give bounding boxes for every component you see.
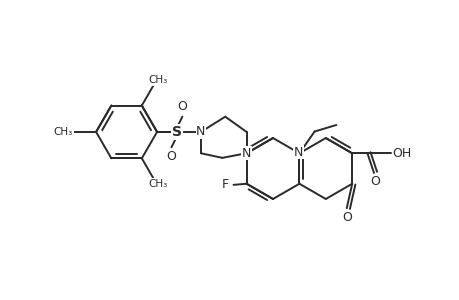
Text: CH₃: CH₃	[148, 179, 168, 189]
Text: CH₃: CH₃	[148, 75, 168, 85]
Text: O: O	[177, 100, 187, 113]
Text: N: N	[241, 147, 251, 160]
Text: S: S	[172, 125, 182, 139]
Text: OH: OH	[392, 147, 411, 160]
Text: O: O	[166, 151, 176, 164]
Text: CH₃: CH₃	[54, 127, 73, 137]
Text: O: O	[341, 212, 351, 224]
Text: F: F	[221, 178, 228, 191]
Text: O: O	[369, 175, 379, 188]
Text: N: N	[196, 125, 205, 138]
Text: N: N	[293, 146, 302, 159]
